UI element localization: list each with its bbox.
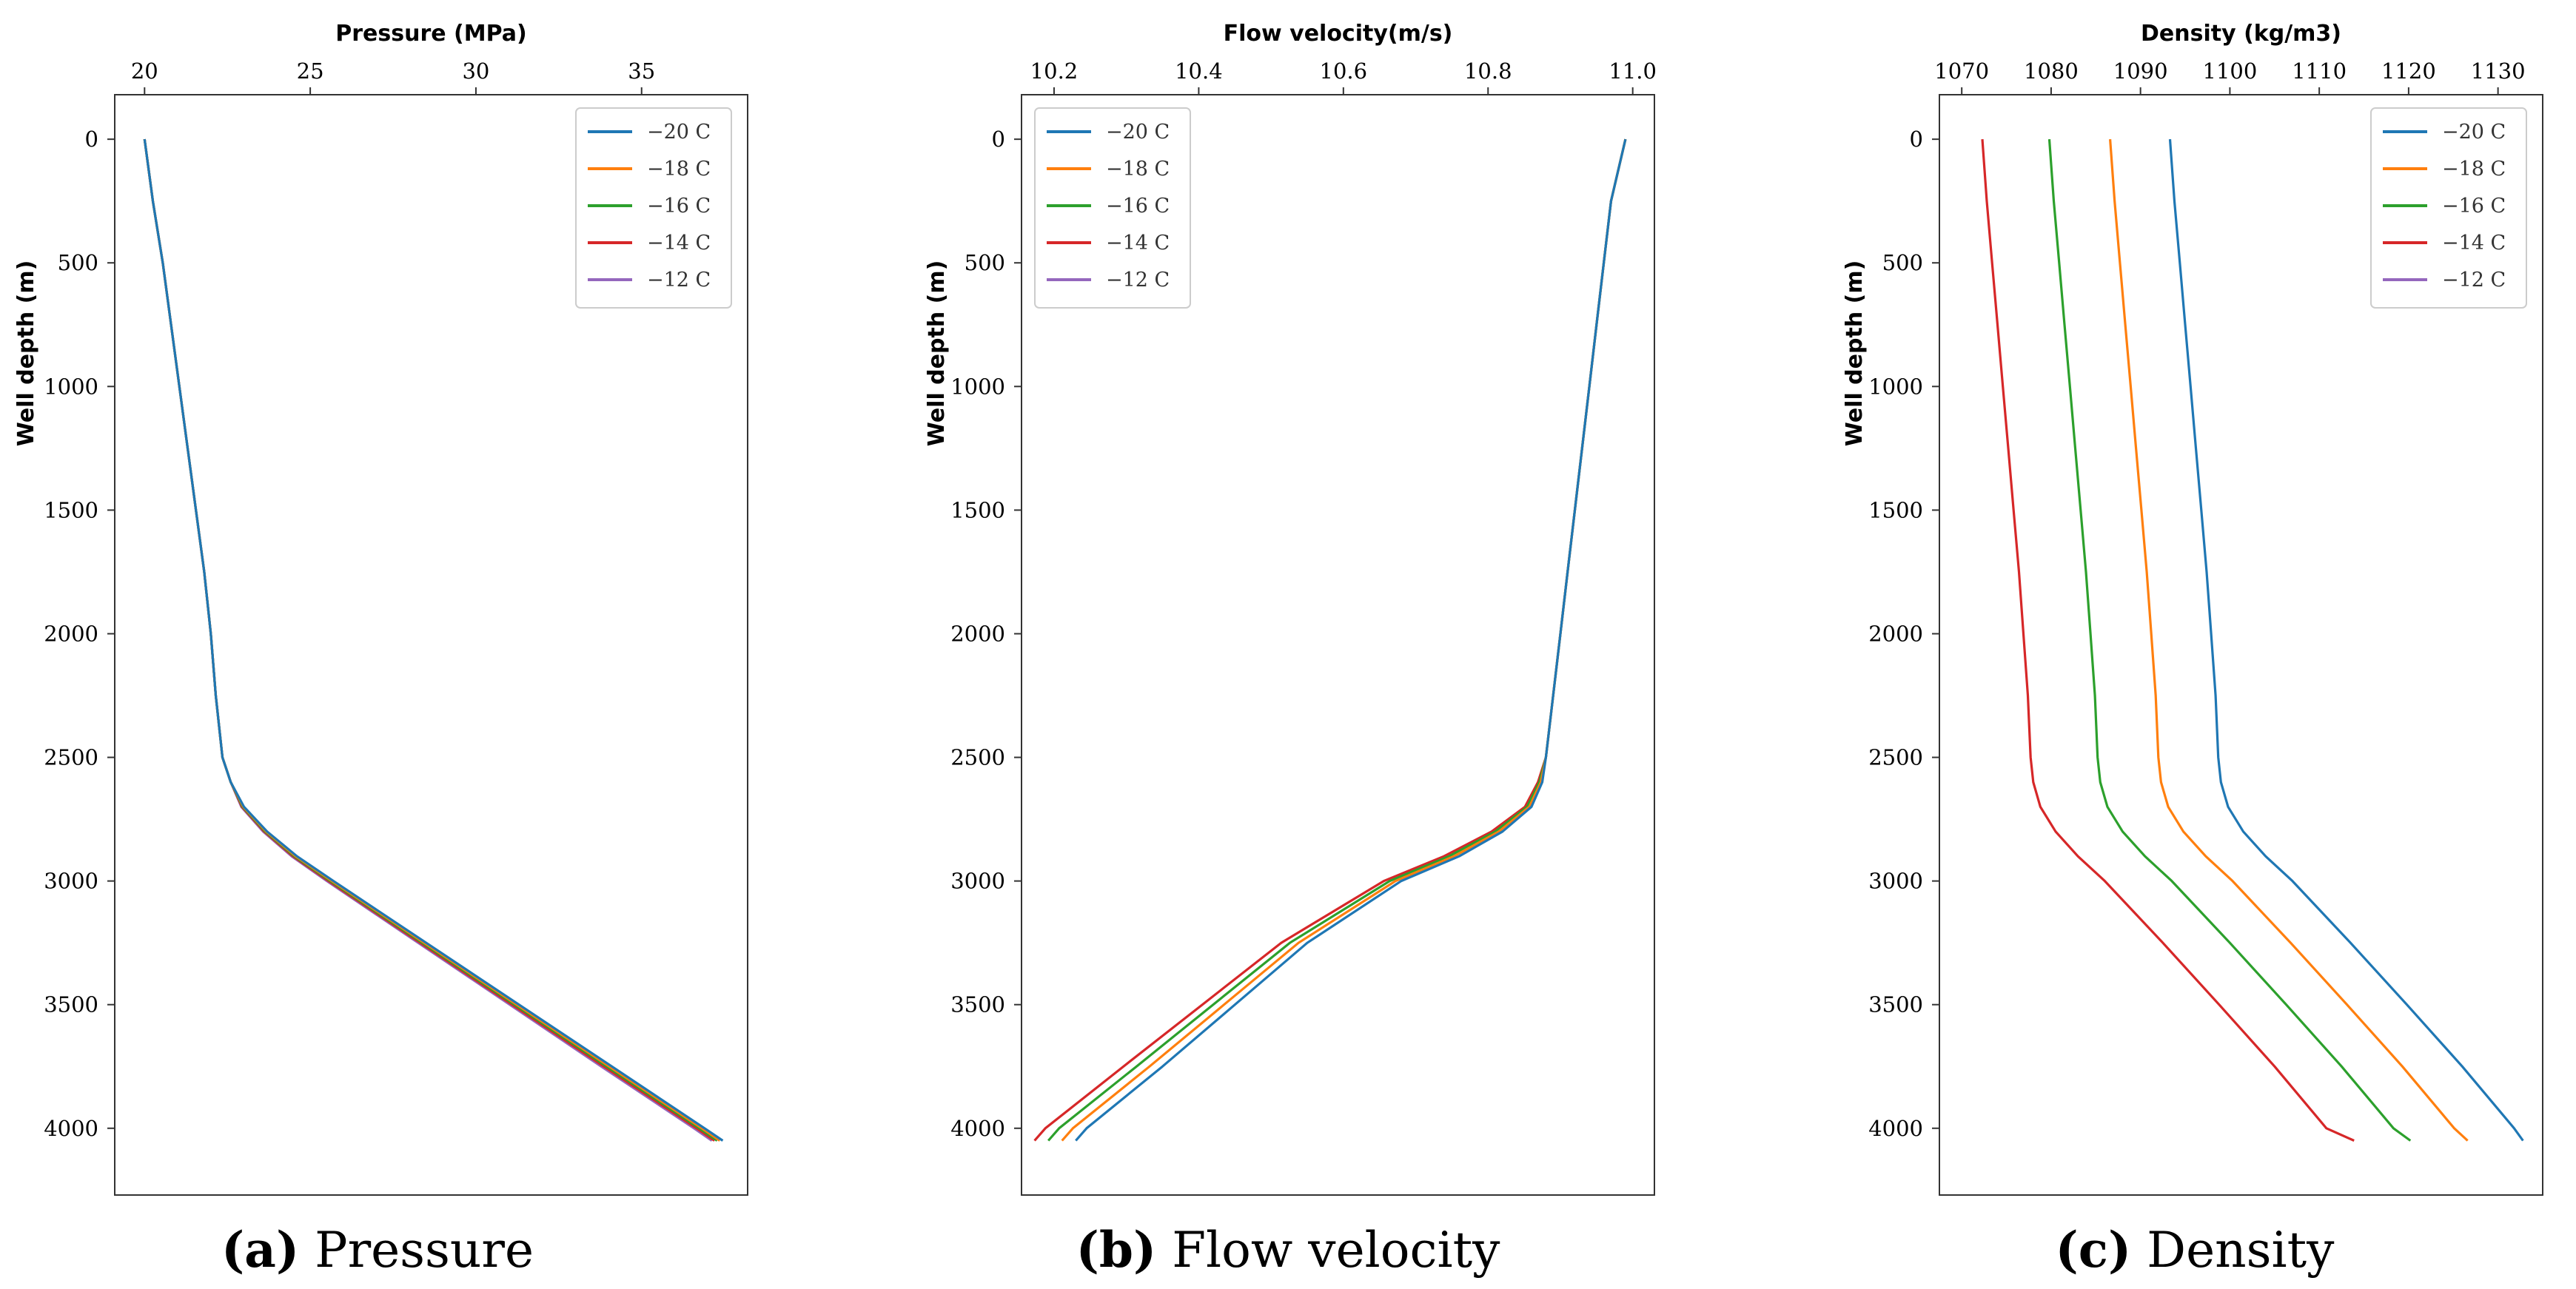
y-axis-title: Well depth (m) [924,260,950,447]
x-tick-label: 10.6 [1320,58,1368,84]
chart-panel-b: Flow velocity(m/s) 10.2 10.4 10.6 10.8 11.0 0 5… [924,21,1657,1279]
legend-label: −14 C [2442,232,2506,255]
chart-panel-a: Pressure (MPa) 20 25 30 35 0 500 1000 1500 2000 25… [13,21,748,1279]
y-tick-label: 4000 [950,1116,1005,1141]
legend-label: −20 C [2442,121,2506,144]
legend-label: −20 C [1106,121,1170,144]
y-tick-label: 1500 [44,497,98,522]
y-tick-label: 2000 [1868,621,1923,646]
panel-caption: (c) Density [2056,1221,2335,1279]
x-tick-label: 1120 [2381,58,2436,84]
x-tick-label: 10.2 [1030,58,1079,84]
legend-label: −16 C [2442,195,2506,218]
y-tick-label: 500 [1882,250,1923,275]
x-tick-label: 1070 [1934,58,1989,84]
x-tick-label: 1090 [2113,58,2168,84]
legend-label: −20 C [647,121,711,144]
chart-panel-c: Density (kg/m3) 1070 1080 1090 1100 1110 1120 1… [1842,21,2543,1279]
y-tick-label: 500 [58,250,98,275]
y-tick-label: 3000 [1868,869,1923,894]
y-tick-label: 1000 [1868,374,1923,399]
caption-text: Flow velocity [1156,1222,1500,1279]
x-tick-label: 1130 [2471,58,2526,84]
legend-label: −12 C [1106,269,1170,292]
legend-label: −16 C [1106,195,1170,218]
x-tick-label: 11.0 [1609,58,1657,84]
x-axis-title: Pressure (MPa) [335,21,527,47]
legend: −20 C −18 C −16 C −14 C −12 C [575,107,732,309]
y-tick-label: 500 [965,250,1005,275]
y-tick-label: 0 [85,127,98,152]
legend-box [2370,107,2527,309]
y-tick-label: 2500 [1868,745,1923,770]
caption-text: Density [2131,1222,2335,1279]
legend-label: −12 C [647,269,711,292]
series-line-minus16C [2047,138,2412,1142]
x-axis-title: Flow velocity(m/s) [1224,21,1453,47]
y-tick-label: 2500 [44,745,98,770]
x-tick-label: 1080 [2024,58,2079,84]
y-tick-label: 4000 [44,1116,98,1141]
plot-frame [1021,94,1655,1196]
x-axis-title: Density (kg/m3) [2141,21,2341,47]
y-tick-label: 2500 [950,745,1005,770]
series-line-minus18C [2109,138,2469,1142]
y-tick-label: 1500 [1868,497,1923,522]
y-tick-label: 0 [992,127,1005,152]
legend-label: −14 C [647,232,711,255]
y-tick-label: 1000 [44,374,98,399]
legend-label: −12 C [2442,269,2506,292]
x-tick-label: 1100 [2203,58,2258,84]
plot-frame [114,94,748,1196]
legend-box [1034,107,1191,309]
caption-letter: (a) [221,1221,299,1279]
y-tick-label: 3500 [1868,992,1923,1017]
x-tick-label: 35 [628,58,655,84]
x-tick-label: 10.8 [1464,58,1512,84]
y-tick-label: 1500 [950,497,1005,522]
panel-caption: (b) Flow velocity [1076,1221,1500,1279]
y-axis-title: Well depth (m) [1842,260,1868,447]
series-line-minus20C [1075,138,1627,1142]
y-tick-label: 2000 [44,621,98,646]
series-line-minus20C [143,138,724,1142]
legend: −20 C −18 C −16 C −14 C −12 C [2370,107,2527,309]
y-tick-label: 3500 [950,992,1005,1017]
panel-caption: (a) Pressure [221,1221,534,1279]
y-tick-label: 3000 [950,869,1005,894]
caption-letter: (c) [2056,1221,2132,1279]
legend-label: −16 C [647,195,711,218]
y-axis-title: Well depth (m) [13,260,39,447]
legend-label: −18 C [1106,158,1170,181]
x-tick-label: 10.4 [1175,58,1223,84]
x-tick-label: 30 [462,58,489,84]
y-tick-label: 3000 [44,869,98,894]
x-tick-label: 1110 [2292,58,2347,84]
x-tick-label: 25 [297,58,324,84]
legend-label: −18 C [647,158,711,181]
plot-frame [1939,94,2543,1196]
caption-text: Pressure [299,1222,534,1279]
legend-box [575,107,732,309]
x-tick-label: 20 [131,58,158,84]
legend-label: −14 C [1106,232,1170,255]
series-line-minus14C [1981,138,2355,1142]
series-line-minus20C [2168,138,2524,1142]
legend: −20 C −18 C −16 C −14 C −12 C [1034,107,1191,309]
y-tick-label: 1000 [950,374,1005,399]
y-tick-label: 3500 [44,992,98,1017]
y-tick-label: 0 [1910,127,1923,152]
legend-label: −18 C [2442,158,2506,181]
y-tick-label: 4000 [1868,1116,1923,1141]
caption-letter: (b) [1076,1221,1157,1279]
y-tick-label: 2000 [950,621,1005,646]
